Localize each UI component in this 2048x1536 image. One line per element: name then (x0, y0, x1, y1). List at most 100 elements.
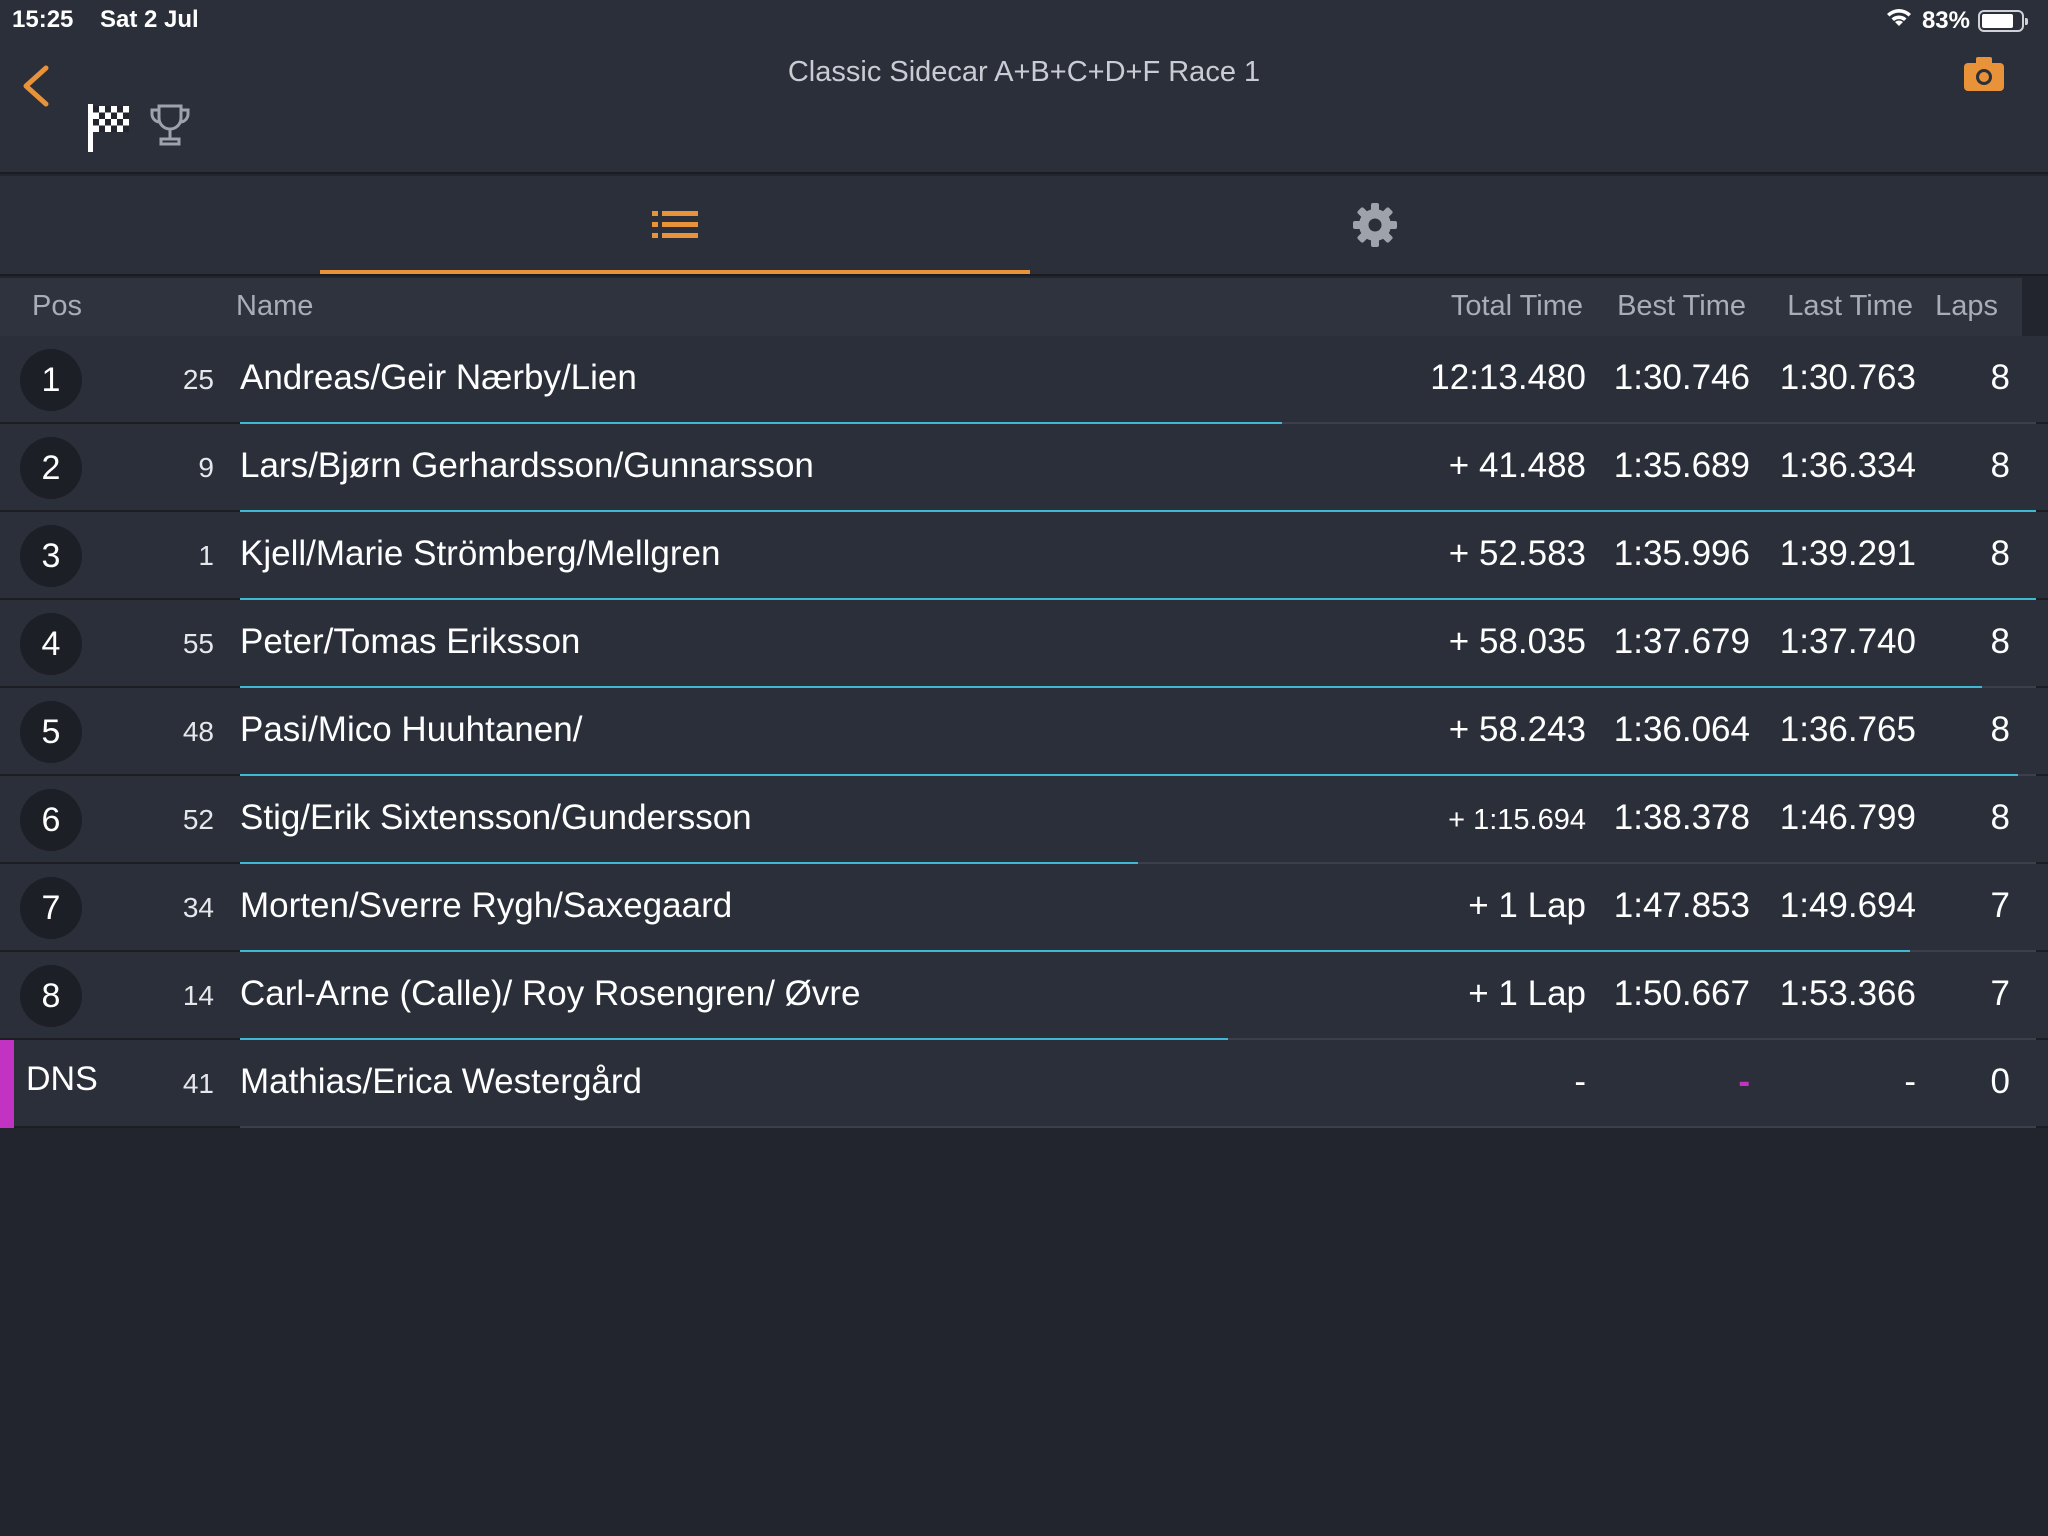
total-time: - (1574, 1062, 1586, 1101)
status-bar: 15:25 Sat 2 Jul 83% (0, 0, 2048, 40)
best-time: 1:30.746 (1613, 358, 1750, 397)
table-row[interactable]: 5 48 Pasi/Mico Huuhtanen/ + 58.243 1:36.… (0, 688, 2048, 776)
position-badge: 2 (20, 437, 82, 499)
table-row[interactable]: 7 34 Morten/Sverre Rygh/Saxegaard + 1 La… (0, 864, 2048, 952)
driver-name: Lars/Bjørn Gerhardsson/Gunnarsson (240, 446, 814, 485)
col-header-name[interactable]: Name (236, 290, 314, 322)
lap-progress-bar (240, 510, 2036, 512)
total-time: 12:13.480 (1430, 358, 1586, 397)
list-icon (652, 211, 698, 238)
best-time: 1:37.679 (1613, 622, 1750, 661)
lap-count: 8 (1990, 358, 2010, 397)
col-header-last-time[interactable]: Last Time (1787, 290, 1913, 322)
position-badge: 1 (20, 349, 82, 411)
table-row[interactable]: 1 25 Andreas/Geir Nærby/Lien 12:13.480 1… (0, 336, 2048, 424)
page-title: Classic Sidecar A+B+C+D+F Race 1 (787, 56, 1261, 88)
back-button[interactable] (18, 58, 58, 118)
col-header-pos[interactable]: Pos (32, 290, 82, 322)
race-number: 9 (198, 452, 214, 483)
best-time: 1:50.667 (1613, 974, 1750, 1013)
table-row[interactable]: 2 9 Lars/Bjørn Gerhardsson/Gunnarsson + … (0, 424, 2048, 512)
battery-percent: 83% (1921, 6, 1970, 34)
col-header-laps[interactable]: Laps (1935, 290, 1998, 322)
driver-name: Stig/Erik Sixtensson/Gundersson (240, 798, 752, 837)
last-time: 1:49.694 (1779, 886, 1916, 925)
wifi-icon (1884, 6, 1914, 35)
last-time: 1:53.366 (1779, 974, 1916, 1013)
table-row[interactable]: 4 55 Peter/Tomas Eriksson + 58.035 1:37.… (0, 600, 2048, 688)
table-row[interactable]: 3 1 Kjell/Marie Strömberg/Mellgren + 52.… (0, 512, 2048, 600)
results-table: 1 25 Andreas/Geir Nærby/Lien 12:13.480 1… (0, 336, 2048, 1128)
lap-count: 8 (1990, 446, 2010, 485)
col-header-total-time[interactable]: Total Time (1450, 290, 1583, 322)
driver-name: Kjell/Marie Strömberg/Mellgren (240, 534, 721, 573)
total-time: + 41.488 (1448, 446, 1586, 485)
lap-progress-bar (240, 862, 2036, 864)
tab-bar (0, 176, 2048, 276)
race-number: 41 (182, 1068, 214, 1099)
lap-count: 7 (1990, 974, 2010, 1013)
race-number: 1 (198, 540, 214, 571)
position-badge: DNS (26, 1060, 98, 1098)
col-header-best-time[interactable]: Best Time (1617, 290, 1746, 322)
lap-progress-bar (240, 1038, 2036, 1040)
position-badge: 4 (20, 613, 82, 675)
total-time: + 58.035 (1448, 622, 1586, 661)
lap-count: 8 (1990, 710, 2010, 749)
driver-name: Mathias/Erica Westergård (240, 1062, 643, 1101)
lap-progress-bar (240, 422, 2036, 424)
race-number: 55 (182, 628, 214, 659)
best-time: 1:36.064 (1613, 710, 1750, 749)
total-time: + 52.583 (1448, 534, 1586, 573)
last-time: 1:36.765 (1779, 710, 1916, 749)
lap-count: 7 (1990, 886, 2010, 925)
best-time: 1:35.996 (1613, 534, 1750, 573)
driver-name: Carl-Arne (Calle)/ Roy Rosengren/ Øvre (240, 974, 861, 1013)
dns-status-bar (0, 1040, 14, 1128)
race-number: 48 (182, 716, 214, 747)
battery-icon (1978, 9, 2028, 32)
lap-progress-bar (240, 1126, 2036, 1128)
driver-name: Pasi/Mico Huuhtanen/ (240, 710, 583, 749)
lap-progress-bar (240, 950, 2036, 952)
status-date: Sat 2 Jul (100, 6, 199, 33)
table-row[interactable]: DNS 41 Mathias/Erica Westergård - - - 0 (0, 1040, 2048, 1128)
camera-button[interactable] (1962, 54, 2006, 99)
table-row[interactable]: 8 14 Carl-Arne (Calle)/ Roy Rosengren/ Ø… (0, 952, 2048, 1040)
lap-count: 0 (1990, 1062, 2010, 1101)
driver-name: Andreas/Geir Nærby/Lien (240, 358, 637, 397)
lap-count: 8 (1990, 798, 2010, 837)
last-time: 1:36.334 (1779, 446, 1916, 485)
best-time: 1:38.378 (1613, 798, 1750, 837)
race-number: 25 (182, 364, 214, 395)
best-time: - (1738, 1062, 1750, 1101)
total-time: + 1:15.694 (1448, 804, 1586, 836)
position-badge: 6 (20, 789, 82, 851)
status-time: 15:25 (12, 6, 74, 33)
race-number: 34 (182, 892, 214, 923)
lap-progress-bar (240, 774, 2036, 776)
position-badge: 3 (20, 525, 82, 587)
last-time: - (1904, 1062, 1916, 1101)
camera-icon (1964, 57, 2004, 91)
gear-icon (1353, 203, 1397, 247)
lap-count: 8 (1990, 534, 2010, 573)
last-time: 1:30.763 (1779, 358, 1916, 397)
total-time: + 1 Lap (1468, 974, 1586, 1013)
lap-progress-bar (240, 598, 2036, 600)
last-time: 1:46.799 (1779, 798, 1916, 837)
header: Classic Sidecar A+B+C+D+F Race 1 (0, 40, 2048, 174)
tab-results-list[interactable] (320, 176, 1030, 274)
total-time: + 1 Lap (1468, 886, 1586, 925)
position-badge: 8 (20, 965, 82, 1027)
tab-settings[interactable] (1020, 176, 1730, 274)
trophy-icon[interactable] (148, 102, 192, 153)
lap-count: 8 (1990, 622, 2010, 661)
best-time: 1:35.689 (1613, 446, 1750, 485)
status-right: 83% (1884, 6, 2028, 35)
race-number: 14 (182, 980, 214, 1011)
best-time: 1:47.853 (1613, 886, 1750, 925)
checkered-flag-icon[interactable] (86, 102, 132, 159)
position-badge: 5 (20, 701, 82, 763)
table-row[interactable]: 6 52 Stig/Erik Sixtensson/Gundersson + 1… (0, 776, 2048, 864)
